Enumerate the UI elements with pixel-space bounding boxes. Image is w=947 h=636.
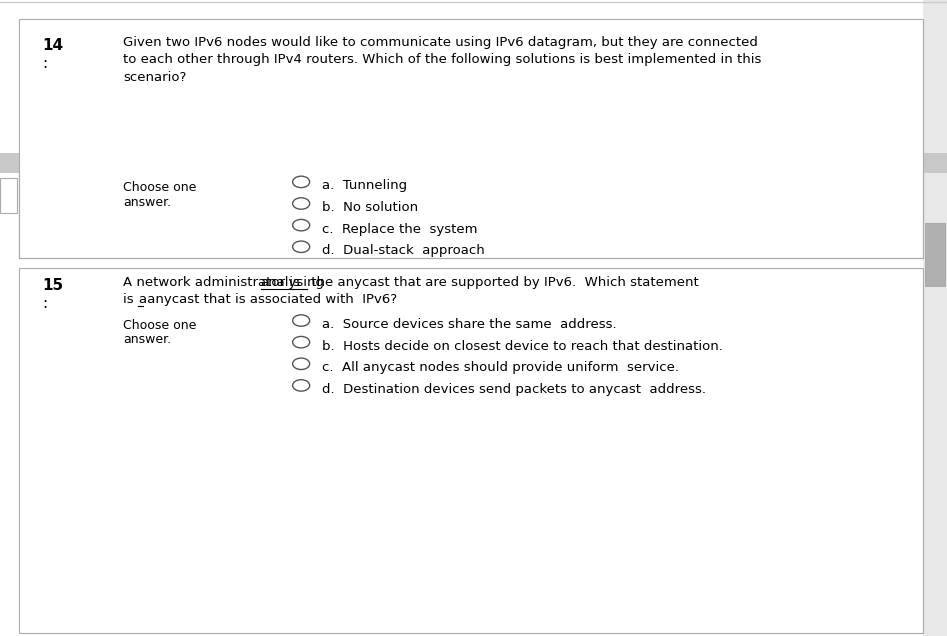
Text: :: :: [43, 296, 47, 311]
Text: d.  Dual-stack  approach: d. Dual-stack approach: [322, 244, 485, 257]
Text: analysing: analysing: [260, 276, 325, 289]
Text: a.  Source devices share the same  address.: a. Source devices share the same address…: [322, 318, 616, 331]
Text: anycast that is associated with  IPv6?: anycast that is associated with IPv6?: [144, 293, 398, 306]
Text: Given two IPv6 nodes would like to communicate using IPv6 datagram, but they are: Given two IPv6 nodes would like to commu…: [123, 36, 758, 49]
Text: c.  All anycast nodes should provide uniform  service.: c. All anycast nodes should provide unif…: [322, 361, 679, 374]
Text: Choose one: Choose one: [123, 319, 196, 331]
FancyBboxPatch shape: [19, 268, 923, 633]
Text: scenario?: scenario?: [123, 71, 187, 83]
Text: the anycast that are supported by IPv6.  Which statement: the anycast that are supported by IPv6. …: [307, 276, 698, 289]
FancyBboxPatch shape: [925, 223, 945, 286]
Text: d.  Destination devices send packets to anycast  address.: d. Destination devices send packets to a…: [322, 383, 706, 396]
Text: 15: 15: [43, 278, 63, 293]
Text: A network administrator is: A network administrator is: [123, 276, 304, 289]
Text: b.  Hosts decide on closest device to reach that destination.: b. Hosts decide on closest device to rea…: [322, 340, 723, 352]
FancyBboxPatch shape: [19, 19, 923, 258]
Text: Choose one: Choose one: [123, 181, 196, 194]
FancyBboxPatch shape: [0, 153, 947, 173]
Text: 14: 14: [43, 38, 63, 53]
FancyBboxPatch shape: [923, 0, 947, 636]
Text: b.  No solution: b. No solution: [322, 201, 419, 214]
Text: answer.: answer.: [123, 333, 171, 346]
Text: is: is: [123, 293, 138, 306]
Text: :: :: [43, 56, 47, 71]
Text: c.  Replace the  system: c. Replace the system: [322, 223, 477, 235]
FancyBboxPatch shape: [0, 178, 17, 213]
Text: a.  Tunneling: a. Tunneling: [322, 179, 407, 192]
Text: a: a: [138, 293, 147, 306]
Text: answer.: answer.: [123, 196, 171, 209]
Text: to each other through IPv4 routers. Which of the following solutions is best imp: to each other through IPv4 routers. Whic…: [123, 53, 761, 66]
